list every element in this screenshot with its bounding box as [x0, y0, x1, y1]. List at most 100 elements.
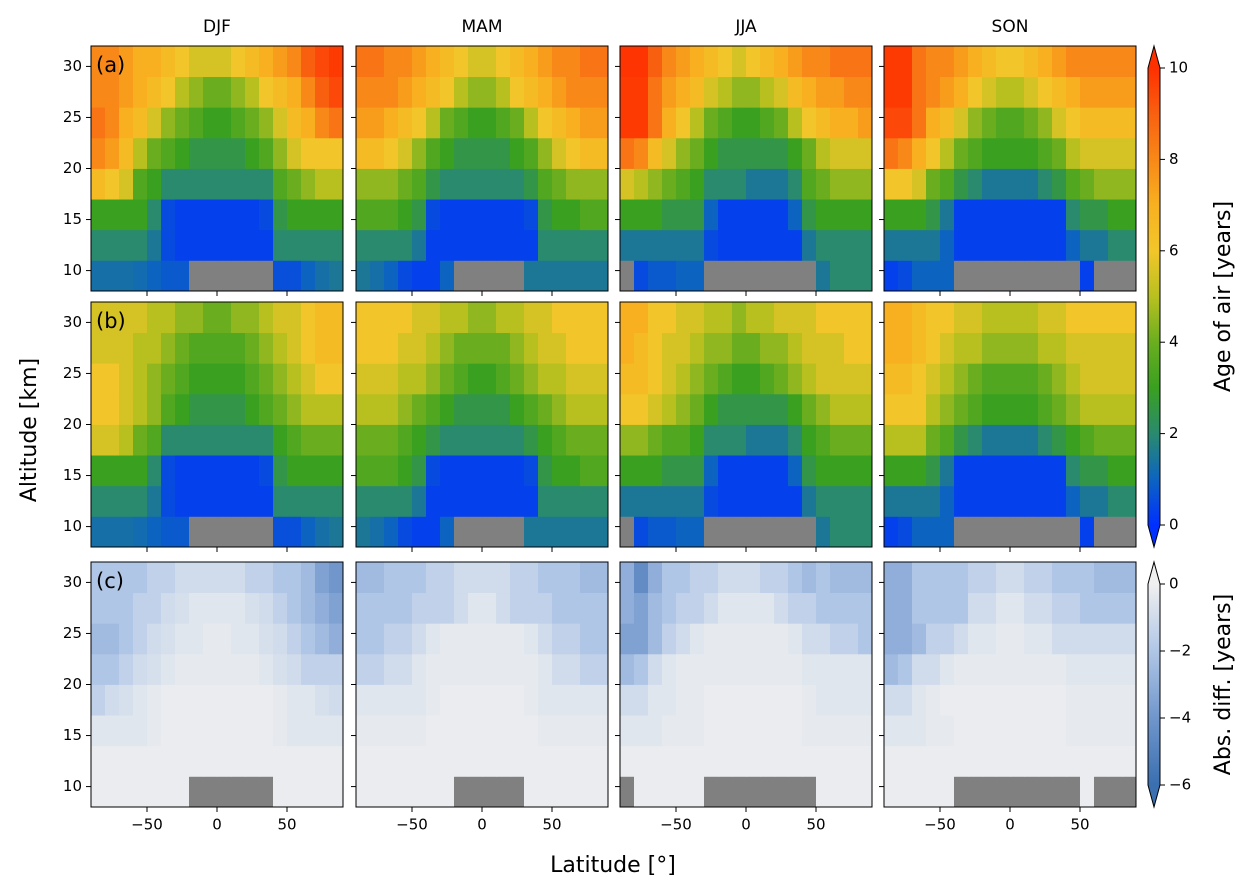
- missing-cell: [189, 260, 204, 292]
- x-tick-label: 0: [212, 816, 222, 834]
- heat-cell: [802, 332, 817, 364]
- heat-cell: [552, 424, 567, 456]
- heat-cell: [91, 393, 106, 425]
- heat-cell: [538, 485, 553, 517]
- heat-cell: [370, 562, 385, 594]
- heat-cell: [1094, 363, 1109, 395]
- heat-cell: [398, 168, 413, 200]
- heat-cell: [1038, 229, 1053, 261]
- heat-cell: [538, 516, 553, 548]
- heat-cell: [982, 653, 997, 685]
- y-tick-label: 20: [63, 159, 82, 177]
- heat-cell: [1024, 424, 1039, 456]
- heat-cell: [147, 653, 162, 685]
- heat-cell: [1080, 363, 1095, 395]
- heat-cell: [91, 776, 106, 808]
- heat-cell: [161, 592, 176, 624]
- heat-cell: [718, 715, 733, 747]
- heat-cell: [231, 229, 246, 261]
- heat-cell: [454, 684, 469, 716]
- heat-cell: [315, 302, 330, 334]
- heat-cell: [1052, 302, 1067, 334]
- heat-cell: [940, 199, 955, 231]
- heat-cell: [329, 776, 344, 808]
- heat-cell: [217, 107, 232, 139]
- heat-cell: [1010, 393, 1025, 425]
- heat-cell: [788, 653, 803, 685]
- heat-cell: [676, 562, 691, 594]
- heat-cell: [816, 107, 831, 139]
- heat-cell: [732, 199, 747, 231]
- heat-cell: [1052, 715, 1067, 747]
- heat-cell: [370, 199, 385, 231]
- heat-cell: [858, 562, 873, 594]
- heat-cell: [940, 562, 955, 594]
- heat-cell: [552, 562, 567, 594]
- heat-cell: [552, 776, 567, 808]
- heat-cell: [940, 46, 955, 78]
- heat-cell: [830, 776, 845, 808]
- heat-cell: [940, 302, 955, 334]
- heat-cell: [175, 745, 190, 777]
- missing-cell: [245, 260, 260, 292]
- heat-cell: [119, 684, 134, 716]
- heat-cell: [1038, 332, 1053, 364]
- heat-cell: [580, 684, 595, 716]
- heat-cell: [454, 332, 469, 364]
- heat-cell: [816, 229, 831, 261]
- heat-cell: [496, 592, 511, 624]
- heat-cell: [830, 363, 845, 395]
- heat-cell: [1094, 46, 1109, 78]
- heat-cell: [1094, 653, 1109, 685]
- heat-cell: [580, 260, 595, 292]
- heat-cell: [147, 715, 162, 747]
- heat-cell: [858, 776, 873, 808]
- heat-cell: [203, 623, 218, 655]
- heat-cell: [189, 623, 204, 655]
- heat-cell: [704, 715, 719, 747]
- heat-cell: [468, 393, 483, 425]
- heat-cell: [203, 332, 218, 364]
- missing-cell: [1038, 260, 1053, 292]
- heat-cell: [844, 46, 859, 78]
- heat-cell: [259, 363, 274, 395]
- heat-cell: [830, 168, 845, 200]
- heat-cell: [676, 168, 691, 200]
- heat-cell: [968, 393, 983, 425]
- heat-cell: [954, 302, 969, 334]
- heat-cell: [315, 623, 330, 655]
- heat-cell: [217, 76, 232, 108]
- heat-cell: [858, 393, 873, 425]
- heat-cell: [648, 715, 663, 747]
- heat-cell: [690, 424, 705, 456]
- heat-cell: [802, 107, 817, 139]
- heat-cell: [968, 199, 983, 231]
- heat-cell: [788, 485, 803, 517]
- heat-cell: [648, 653, 663, 685]
- heat-cell: [105, 393, 120, 425]
- heat-cell: [746, 393, 761, 425]
- heat-cell: [1094, 715, 1109, 747]
- heat-cell: [273, 332, 288, 364]
- heat-cell: [1052, 199, 1067, 231]
- heat-cell: [329, 260, 344, 292]
- heat-cell: [1010, 302, 1025, 334]
- heat-cell: [816, 46, 831, 78]
- heat-cell: [175, 46, 190, 78]
- heat-cell: [1038, 623, 1053, 655]
- heat-cell: [287, 592, 302, 624]
- heat-cell: [552, 229, 567, 261]
- heat-cell: [830, 653, 845, 685]
- heat-cell: [203, 363, 218, 395]
- heat-cell: [982, 332, 997, 364]
- heat-cell: [231, 455, 246, 487]
- heat-cell: [634, 363, 649, 395]
- heat-cell: [231, 302, 246, 334]
- heat-cell: [203, 715, 218, 747]
- heat-cell: [133, 684, 148, 716]
- heat-cell: [718, 332, 733, 364]
- missing-cell: [259, 776, 274, 808]
- heat-cell: [1010, 623, 1025, 655]
- heat-cell: [690, 776, 705, 808]
- heat-cell: [982, 199, 997, 231]
